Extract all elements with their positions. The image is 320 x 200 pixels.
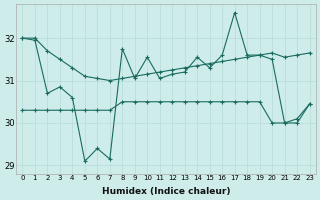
X-axis label: Humidex (Indice chaleur): Humidex (Indice chaleur): [102, 187, 230, 196]
